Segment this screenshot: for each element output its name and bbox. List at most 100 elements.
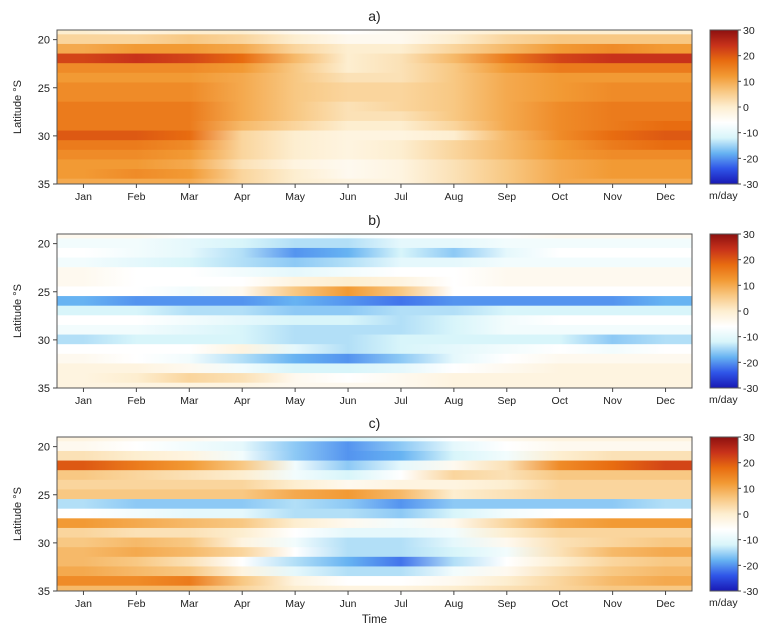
colorbar-tick-label: 30: [743, 229, 755, 241]
colorbar-tick-label: -30: [743, 586, 758, 598]
x-tick-label: Dec: [656, 598, 675, 610]
heatmap-row: [57, 130, 692, 142]
heatmap-row: [57, 315, 692, 326]
x-tick-label: Oct: [552, 598, 568, 610]
heatmap-row: [57, 373, 692, 384]
colorbar-tick-label: 10: [743, 76, 755, 88]
heatmap-row: [57, 267, 692, 278]
panel-label: b): [368, 212, 380, 228]
colorbar-tick-label: 20: [743, 51, 755, 63]
heatmap-row: [57, 234, 692, 240]
heatmap-row: [57, 43, 692, 55]
heatmap-row: [57, 441, 692, 452]
panel-c: 20 25 30 35 Jan Feb Mar Apr May Jun Jul Aug Sep Oct No…: [12, 415, 758, 626]
colorbar-tick-label: 10: [743, 483, 755, 495]
colorbar-tick-label: 30: [743, 25, 755, 37]
heatmap-row: [57, 101, 692, 113]
heatmap-row: [57, 479, 692, 491]
heatmap-row: [57, 460, 692, 472]
heatmap-row: [57, 30, 692, 36]
y-tick-label: 25: [38, 83, 50, 95]
y-tick-label: 25: [38, 490, 50, 502]
panel-label: c): [369, 415, 381, 431]
heatmap-row: [57, 149, 692, 161]
x-tick-label: May: [285, 191, 306, 203]
colorbar-tick-label: 20: [743, 255, 755, 267]
x-tick-label: May: [285, 598, 306, 610]
heatmap-row: [57, 518, 692, 529]
heatmap-row: [57, 324, 692, 336]
heatmap-row: [57, 111, 692, 122]
x-tick-label: Jul: [394, 395, 407, 407]
x-tick-label: Mar: [180, 395, 199, 407]
heatmap-row: [57, 470, 692, 481]
x-tick-label: Jun: [340, 598, 357, 610]
colorbar-tick-label: -30: [743, 179, 758, 191]
y-tick-label: 30: [38, 335, 50, 347]
heatmap-row: [57, 120, 692, 132]
heatmap-row: [57, 547, 692, 558]
x-tick-label: Jan: [75, 598, 92, 610]
colorbar-scale: [709, 436, 739, 592]
x-tick-label: Sep: [497, 598, 516, 610]
heatmap-row: [57, 247, 692, 259]
heatmap-row: [57, 34, 692, 45]
colorbar-tick-label: 0: [743, 102, 749, 114]
y-axis-label: Latitude °S: [12, 80, 24, 134]
heatmap-row: [57, 257, 692, 269]
colorbar-tick-label: -20: [743, 357, 758, 369]
colorbar: 30 20 10 0 -10 -20 -30 m/day: [709, 432, 758, 609]
x-tick-label: Mar: [180, 598, 199, 610]
heatmap-row: [57, 296, 692, 307]
colorbar-tick-label: 30: [743, 432, 755, 444]
x-tick-label: Oct: [552, 395, 568, 407]
heatmap-row: [57, 72, 692, 84]
heatmap-row: [57, 82, 692, 94]
plot-frame: [56, 29, 693, 185]
y-tick-label: 35: [38, 179, 50, 191]
x-tick-label: Jan: [75, 395, 92, 407]
heatmap-cells: [57, 30, 692, 184]
colorbar-tick-label: -10: [743, 128, 758, 140]
x-tick-label: Apr: [234, 598, 251, 610]
x-tick-label: Apr: [234, 191, 251, 203]
x-tick-label: Jan: [75, 191, 92, 203]
colorbar: 30 20 10 0 -10 -20 -30 m/day: [709, 25, 758, 202]
plot-frame: [56, 233, 693, 389]
colorbar: 30 20 10 0 -10 -20 -30 m/day: [709, 229, 758, 406]
x-axis-label: Time: [362, 614, 387, 626]
x-tick-label: Nov: [603, 191, 622, 203]
heatmap-row: [57, 382, 692, 388]
y-tick-label: 20: [38, 35, 50, 47]
heatmap-row: [57, 159, 692, 171]
heatmap-row: [57, 566, 692, 578]
heatmap-row: [57, 363, 692, 375]
heatmap-row: [57, 238, 692, 249]
heatmap-row: [57, 276, 692, 288]
colorbar-tick-label: -10: [743, 535, 758, 547]
colorbar-tick-label: 0: [743, 509, 749, 521]
x-tick-label: Nov: [603, 395, 622, 407]
colorbar-tick-label: -10: [743, 332, 758, 344]
colorbar-scale: [709, 29, 739, 185]
x-tick-label: Jul: [394, 191, 407, 203]
panel-label: a): [368, 8, 380, 24]
heatmap-row: [57, 92, 692, 103]
heatmap-row: [57, 63, 692, 74]
panel-b: 20 25 30 35 Jan Feb Mar Apr May Jun Jul Aug Sep Oct No…: [12, 212, 758, 407]
panel-a: 20 25 30 35 Jan Feb Mar Apr May Jun Jul Aug Sep Oct No…: [12, 8, 758, 203]
heatmap-row: [57, 353, 692, 365]
x-tick-label: Oct: [552, 191, 568, 203]
y-tick-label: 30: [38, 538, 50, 550]
x-tick-label: Sep: [497, 191, 516, 203]
y-tick-label: 30: [38, 131, 50, 143]
heatmap-row: [57, 305, 692, 317]
y-axis-label: Latitude °S: [12, 284, 24, 338]
heatmap-cells: [57, 234, 692, 388]
y-tick-label: 20: [38, 442, 50, 454]
x-tick-label: Jun: [340, 191, 357, 203]
heatmap-row: [57, 489, 692, 501]
colorbar-unit: m/day: [709, 597, 738, 609]
heatmap-row: [57, 508, 692, 520]
